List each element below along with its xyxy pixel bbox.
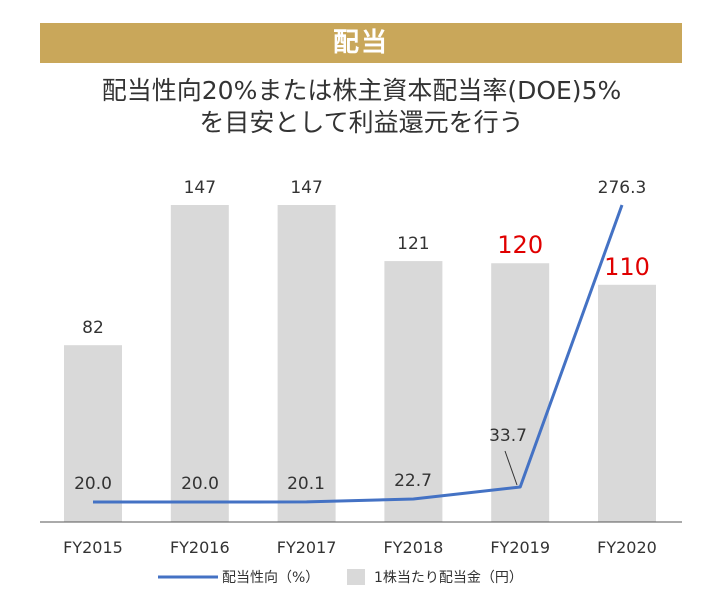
- line-value-label-FY2017: 20.1: [287, 474, 325, 494]
- bar-FY2018: [384, 261, 443, 522]
- bar-value-label-FY2015: 82: [82, 318, 104, 338]
- legend-label-dividend: 1株当たり配当金（円）: [374, 570, 523, 586]
- x-tick-label-FY2017: FY2017: [277, 538, 337, 557]
- bar-FY2017: [277, 205, 336, 522]
- bar-value-label-FY2018: 121: [397, 234, 429, 254]
- line-value-label-FY2019: 33.7: [489, 426, 527, 446]
- bar-value-label-FY2019: 120: [497, 231, 543, 259]
- x-tick-label-FY2018: FY2018: [384, 538, 444, 557]
- x-tick-label-FY2016: FY2016: [170, 538, 230, 557]
- x-tick-labels: FY2015 FY2016 FY2017 FY2018 FY2019 FY2020: [63, 538, 657, 557]
- line-value-label-FY2015: 20.0: [74, 474, 112, 494]
- legend-bar-swatch: [347, 569, 365, 585]
- bar-FY2016: [170, 205, 229, 522]
- bar-value-label-FY2016: 147: [184, 178, 216, 198]
- bar-value-label-FY2017: 147: [290, 178, 322, 198]
- legend-label-payout-ratio: 配当性向（%）: [222, 570, 319, 586]
- bar-FY2015: [64, 345, 122, 522]
- line-series: [93, 204, 624, 504]
- x-tick-label-FY2020: FY2020: [597, 538, 657, 557]
- line-value-label-FY2018: 22.7: [394, 471, 432, 491]
- line-value-label-FY2016: 20.0: [181, 474, 219, 494]
- payout-ratio-line: [93, 204, 624, 504]
- bar-FY2019: [491, 263, 550, 522]
- line-value-label-FY2020: 276.3: [598, 178, 647, 198]
- legend: 配当性向（%） 1株当たり配当金（円）: [158, 569, 523, 586]
- x-tick-label-FY2015: FY2015: [63, 538, 123, 557]
- subtitle-line-1: 配当性向20%または株主資本配当率(DOE)5%: [101, 76, 622, 105]
- bar-FY2020: [598, 284, 656, 522]
- x-tick-label-FY2019: FY2019: [490, 538, 550, 557]
- section-title-banner: 配当: [40, 23, 682, 63]
- subtitle-line-2: を目安として利益還元を行う: [199, 108, 524, 137]
- data-labels: 82 147 147 121 120 110 20.0 20.0 20.1 22.7 33.7 276…: [74, 178, 650, 494]
- bar-series: [64, 205, 656, 522]
- label-leader-line: [504, 450, 518, 486]
- bar-value-label-FY2020: 110: [604, 253, 650, 281]
